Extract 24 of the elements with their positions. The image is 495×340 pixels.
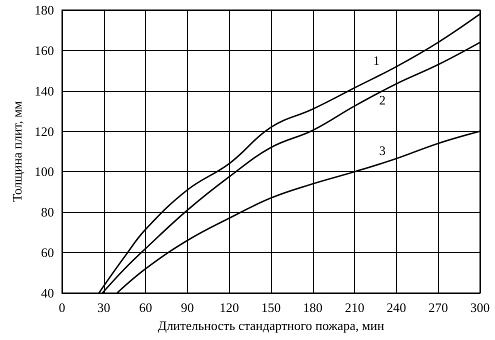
x-tick-label: 30 bbox=[97, 300, 110, 315]
x-tick-label: 150 bbox=[261, 300, 281, 315]
y-tick-label: 180 bbox=[34, 2, 54, 18]
series-label: 3 bbox=[379, 143, 386, 158]
y-axis-title: Толщина плит, мм bbox=[10, 101, 25, 202]
y-tick-label: 60 bbox=[41, 245, 54, 260]
x-axis-title: Длительность стандартного пожара, мин bbox=[158, 318, 384, 333]
series-label: 2 bbox=[379, 92, 386, 108]
x-tick-label: 210 bbox=[344, 300, 364, 315]
x-tick-label: 270 bbox=[428, 300, 448, 315]
x-tick-label: 60 bbox=[139, 300, 152, 315]
series-label: 1 bbox=[373, 53, 380, 68]
x-tick-label: 240 bbox=[386, 300, 406, 315]
x-tick-label: 300 bbox=[470, 300, 490, 315]
x-tick-label: 120 bbox=[219, 300, 239, 315]
y-tick-label: 160 bbox=[34, 42, 54, 58]
x-tick-label: 180 bbox=[303, 300, 323, 315]
y-tick-label: 140 bbox=[34, 83, 54, 98]
y-tick-label: 120 bbox=[34, 124, 54, 139]
y-tick-label: 80 bbox=[41, 204, 54, 220]
y-tick-label: 100 bbox=[34, 164, 54, 180]
y-tick-label: 40 bbox=[41, 286, 54, 300]
x-tick-label: 0 bbox=[58, 300, 66, 315]
x-tick-label: 90 bbox=[180, 300, 194, 315]
